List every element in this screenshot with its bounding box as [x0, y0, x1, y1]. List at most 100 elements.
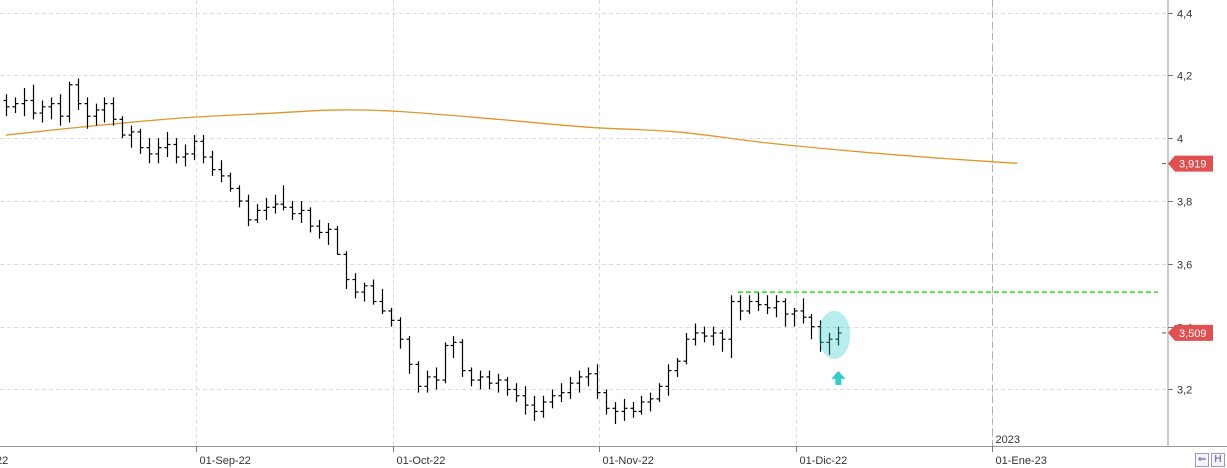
- ma-value-badge-text: 3,919: [1179, 159, 1207, 171]
- ohlc-bar: [370, 279, 377, 305]
- last-price-badge-box: [1168, 324, 1213, 341]
- year-marker-label: 2023: [996, 434, 1020, 446]
- ohlc-bar: [710, 326, 717, 346]
- ohlc-bar: [209, 150, 216, 176]
- ohlc-bar: [146, 138, 153, 164]
- ohlc-bar: [755, 292, 762, 311]
- ohlc-bar: [808, 314, 815, 340]
- ohlc-bar: [263, 197, 270, 220]
- ohlc-bar: [719, 329, 726, 352]
- ohlc-bar: [200, 135, 207, 164]
- ohlc-bar: [39, 100, 46, 123]
- ohlc-bar: [325, 223, 332, 245]
- x-tick-label: 01-Ene-23: [996, 455, 1047, 467]
- ohlc-bar: [549, 389, 556, 409]
- ohlc-bar: [379, 288, 386, 315]
- ohlc-bar: [728, 295, 735, 359]
- ohlc-bar: [334, 226, 341, 256]
- y-tick-label: 3,8: [1177, 197, 1192, 209]
- ohlc-bar: [612, 402, 619, 425]
- ohlc-bar: [272, 194, 279, 214]
- ohlc-bar: [227, 172, 234, 192]
- ma-value-badge-box: [1168, 155, 1213, 172]
- ohlc-bar: [567, 376, 574, 399]
- x-tick-label: 01-Nov-22: [603, 455, 654, 467]
- ohlc-bar: [791, 307, 798, 327]
- ohlc-bar: [424, 370, 431, 393]
- ohlc-bar: [826, 332, 833, 355]
- ohlc-bar: [397, 317, 404, 349]
- x-tick-label: 01-Dic-22: [800, 455, 848, 467]
- ohlc-bar: [540, 395, 547, 418]
- highlight-ellipse: [818, 310, 851, 359]
- ohlc-bar: [603, 389, 610, 415]
- ohlc-bar: [647, 392, 654, 412]
- ohlc-bar: [101, 97, 108, 123]
- ohlc-bar: [93, 103, 100, 126]
- ohlc-bar: [343, 251, 350, 289]
- y-tick-label: 4: [1177, 134, 1183, 146]
- chart-annotations: [737, 291, 1158, 385]
- ohlc-bar: [692, 323, 699, 346]
- last-price-badge-text: 3,509: [1179, 328, 1207, 340]
- ohlc-bar: [415, 361, 422, 393]
- ohlc-bar: [835, 326, 842, 346]
- ohlc-bar: [316, 219, 323, 239]
- y-tick-label: 3,6: [1177, 260, 1192, 272]
- ohlc-bar: [128, 125, 135, 148]
- last-price-badge: 3,509: [1162, 324, 1213, 341]
- ohlc-bar: [817, 320, 824, 352]
- ohlc-bar: [486, 370, 493, 390]
- ohlc-bar: [477, 370, 484, 390]
- ohlc-bar: [164, 131, 171, 158]
- ohlc-bar: [57, 94, 64, 126]
- ohlc-bar: [48, 97, 55, 120]
- chart-grid: [0, 0, 1168, 446]
- hold-toggle-icon[interactable]: H: [1211, 453, 1225, 467]
- ohlc-bar: [701, 326, 708, 343]
- ohlc-bar: [683, 332, 690, 365]
- ohlc-bar: [173, 138, 180, 164]
- x-axis: 22 01-Sep-22 01-Oct-22 01-Nov-22 01-Dic-22 01…: [0, 434, 1227, 467]
- ohlc-bar: [21, 87, 28, 117]
- ohlc-bar: [450, 336, 457, 359]
- moving-average-series: [5, 109, 1018, 164]
- ohlc-bar: [468, 367, 475, 387]
- ohlc-bar: [280, 185, 287, 211]
- ohlc-bar: [495, 373, 502, 393]
- ohlc-bar: [594, 364, 601, 399]
- ohlc-bar: [638, 395, 645, 415]
- ohlc-bar: [513, 383, 520, 403]
- x-tick-label: 01-Sep-22: [200, 455, 251, 467]
- ohlc-bar: [773, 295, 780, 318]
- ma-value-badge: 3,919: [1162, 155, 1213, 172]
- ohlc-bar: [298, 201, 305, 223]
- ohlc-bar: [182, 144, 189, 167]
- ohlc-bar: [630, 402, 637, 418]
- ohlc-bar: [137, 128, 144, 154]
- y-tick-label: 3,2: [1177, 385, 1192, 397]
- ohlc-bar: [522, 386, 529, 415]
- ohlc-bar: [585, 367, 592, 387]
- ohlc-bar: [558, 383, 565, 403]
- scroll-left-icon[interactable]: ⇐: [1195, 453, 1209, 467]
- ohlc-series: [3, 78, 842, 425]
- ohlc-bar: [3, 94, 10, 117]
- x-tick-label: 01-Oct-22: [397, 455, 446, 467]
- ohlc-bar: [800, 298, 807, 324]
- ohlc-bar: [218, 160, 225, 183]
- ohlc-bar: [531, 395, 538, 421]
- ohlc-bar: [782, 298, 789, 327]
- ohlc-bar: [245, 194, 252, 227]
- y-tick-label: 4,2: [1177, 71, 1192, 83]
- ohlc-bar: [352, 273, 359, 299]
- x-tick-label: 22: [0, 455, 8, 467]
- ohlc-bar: [665, 364, 672, 396]
- moving-average-line: [5, 109, 1018, 164]
- ohlc-bar: [656, 383, 663, 403]
- ohlc-bar: [737, 295, 744, 321]
- ohlc-bar: [110, 97, 117, 126]
- ohlc-bar: [406, 336, 413, 374]
